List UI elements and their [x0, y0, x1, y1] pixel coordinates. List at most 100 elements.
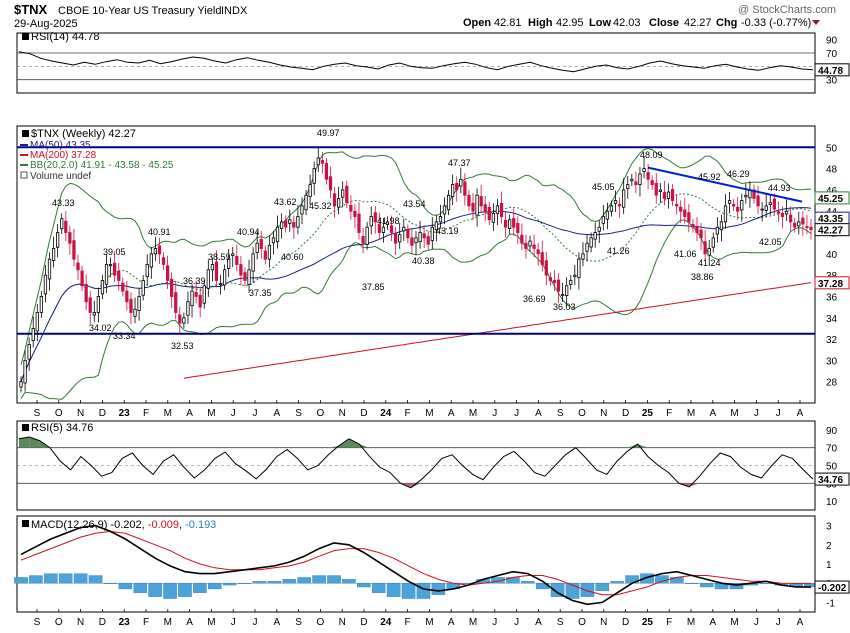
candle-body [51, 248, 56, 261]
x-tick-label: A [535, 617, 542, 628]
macd-histogram-bar [178, 583, 192, 597]
candle-body [805, 226, 809, 228]
candle-body [64, 220, 68, 233]
candle-body [565, 285, 569, 297]
candle-body [332, 193, 337, 207]
macd-histogram-bar [252, 581, 267, 584]
candle-body [243, 272, 247, 281]
price-y-tick: 40 [826, 250, 838, 261]
x-tick-label: A [797, 617, 804, 628]
macd-histogram-bar [565, 583, 580, 599]
candle-body [801, 217, 805, 225]
x-tick-label: O [578, 617, 586, 628]
x-tick-label: J [754, 408, 759, 419]
candle-body [165, 265, 170, 281]
candle-body [80, 270, 84, 287]
ma50-legend: MA(50) 43.35 [30, 140, 91, 151]
candle-body [617, 204, 622, 207]
bb-lower-line [20, 219, 812, 400]
candle-body [719, 221, 724, 231]
candle-body [593, 232, 597, 240]
candle-body [149, 253, 153, 268]
candle-body [784, 210, 789, 215]
x-tick-label: F [405, 617, 411, 628]
macd-histogram-bar [148, 583, 162, 597]
candle-body [121, 282, 125, 292]
candle-body [47, 258, 52, 280]
macd-current-label-box [814, 580, 850, 594]
price-annotation: 42.05 [759, 237, 782, 247]
x-tick-label: N [339, 617, 346, 628]
candle-body [483, 204, 487, 212]
candle-body [377, 224, 381, 233]
x-tick-label: F [666, 617, 672, 628]
candle-body [68, 232, 72, 244]
macd-histogram-bar [29, 575, 43, 584]
candle-body [288, 219, 292, 224]
rsi5-chart: 907050301034.76 [17, 426, 850, 508]
macd-histogram-bar [386, 583, 401, 597]
candle-body [809, 226, 813, 231]
rsi14-legend-icon [22, 33, 29, 40]
price-annotation: 46.29 [727, 169, 750, 179]
candle-body [467, 194, 471, 207]
candle-body [723, 205, 728, 223]
rsi14-chart: 9070503044.78 [17, 36, 850, 87]
candle-body [528, 240, 532, 247]
rsi-current-label-box [814, 63, 850, 77]
price-y-tick: 28 [826, 378, 838, 389]
close-label: Close [649, 17, 679, 29]
macd-histogram-bar [163, 583, 177, 599]
candle-body [573, 274, 577, 278]
ma200-label-box [814, 276, 850, 290]
candle-body [430, 226, 434, 241]
x-tick-label: S [34, 617, 41, 628]
candle-body [153, 248, 158, 255]
macd-title-text: MACD(12,26,9) -0.202, -0.009, -0.193 [31, 519, 216, 531]
price-annotation: 45.05 [592, 182, 615, 192]
candle-body [247, 269, 251, 285]
candle-body [613, 200, 618, 204]
rsi-current-label: 34.76 [818, 475, 843, 486]
chg-value: -0.33 (-0.77%) [741, 17, 811, 29]
candle-body [622, 189, 626, 208]
price-annotation: 40.60 [281, 252, 304, 262]
close-label-box [814, 223, 850, 237]
candle-body [104, 264, 109, 285]
candle-body [198, 294, 202, 308]
candle-body [789, 214, 793, 223]
candle-body [736, 206, 740, 212]
price-annotation: 36.03 [553, 302, 576, 312]
candle-body [365, 226, 369, 245]
x-tick-label: A [709, 408, 716, 419]
macd-histogram-bar [73, 573, 88, 584]
candle-body [337, 198, 341, 208]
candle-body [426, 236, 430, 245]
candle-body [540, 252, 544, 265]
candle-body [760, 208, 764, 211]
price-annotation: 40.38 [412, 256, 435, 266]
x-tick-label: J [492, 408, 497, 419]
x-tick-label: J [253, 408, 258, 419]
macd-histogram-bar [14, 577, 28, 584]
x-tick-label: F [666, 408, 672, 419]
candle-body [76, 262, 80, 271]
high-label: High [528, 17, 553, 29]
x-tick-label: M [425, 408, 433, 419]
candle-body [654, 182, 658, 196]
candle-body [512, 218, 516, 228]
rsi5-legend-icon [22, 424, 29, 431]
x-tick-label: O [55, 408, 63, 419]
down-arrow-icon [812, 20, 820, 25]
price-annotation: 45.92 [698, 172, 721, 182]
candle-body [389, 225, 394, 233]
macd-histogram-bar [431, 583, 446, 595]
rsi-y-tick: 10 [826, 497, 838, 508]
candle-body [361, 235, 365, 244]
ma200-line [183, 282, 812, 379]
candle-body [508, 219, 512, 229]
macd-histogram-bar [133, 583, 148, 593]
candle-body [206, 269, 210, 289]
candle-body [23, 359, 27, 384]
